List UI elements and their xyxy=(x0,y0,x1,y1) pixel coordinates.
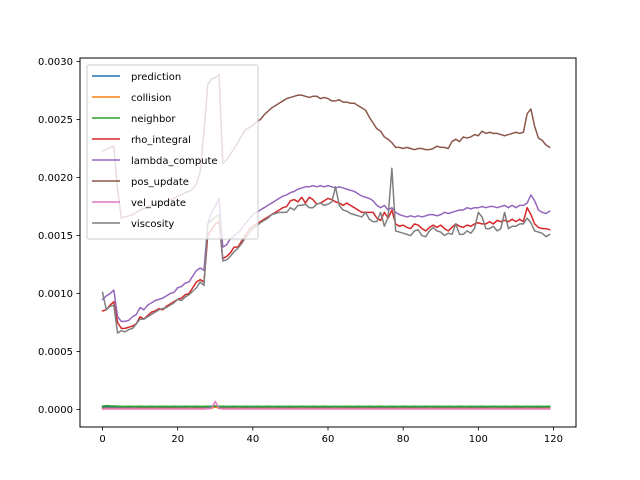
series-line-viscosity xyxy=(101,167,551,334)
legend-label-neighbor: neighbor xyxy=(131,114,176,125)
legend: prediction collision neighbor rho_integrall… xyxy=(86,64,259,240)
y-axis: 0.0000 0.0005 0.0010 0.0015 0.0020 0.0025 0.00… xyxy=(38,57,80,416)
legend-label-prediction: prediction xyxy=(131,72,181,83)
x-tick-label: 40 xyxy=(246,434,259,445)
x-tick-label: 120 xyxy=(544,434,563,445)
legend-label-pos-update: pos_update xyxy=(131,177,189,188)
legend-box xyxy=(86,64,259,240)
series-layer xyxy=(101,73,551,410)
y-tick-label: 0.0005 xyxy=(38,347,73,358)
y-tick-label: 0.0030 xyxy=(38,57,73,68)
y-tick-label: 0.0020 xyxy=(38,173,73,184)
y-tick-label: 0.0025 xyxy=(38,115,73,126)
legend-label-viscosity: viscosity xyxy=(131,219,174,230)
y-tick-label: 0.0000 xyxy=(38,405,73,416)
legend-label-lambda-compute: lambda_compute xyxy=(131,156,218,167)
series-line-vel-update xyxy=(101,400,551,410)
x-tick-label: 80 xyxy=(397,434,410,445)
legend-label-rho-integral: rho_integral xyxy=(131,135,191,146)
x-tick-label: 100 xyxy=(469,434,488,445)
series-line-lambda-compute xyxy=(101,184,551,323)
legend-label-vel-update: vel_update xyxy=(131,198,186,209)
legend-label-collision: collision xyxy=(131,93,171,104)
x-tick-label: 20 xyxy=(171,434,184,445)
y-tick-label: 0.0010 xyxy=(38,289,73,300)
x-axis: 0 20 40 60 80 100 120 xyxy=(99,427,563,445)
y-tick-label: 0.0015 xyxy=(38,231,73,242)
series-line-neighbor xyxy=(101,404,551,408)
x-tick-label: 0 xyxy=(99,434,105,445)
x-tick-label: 60 xyxy=(322,434,335,445)
